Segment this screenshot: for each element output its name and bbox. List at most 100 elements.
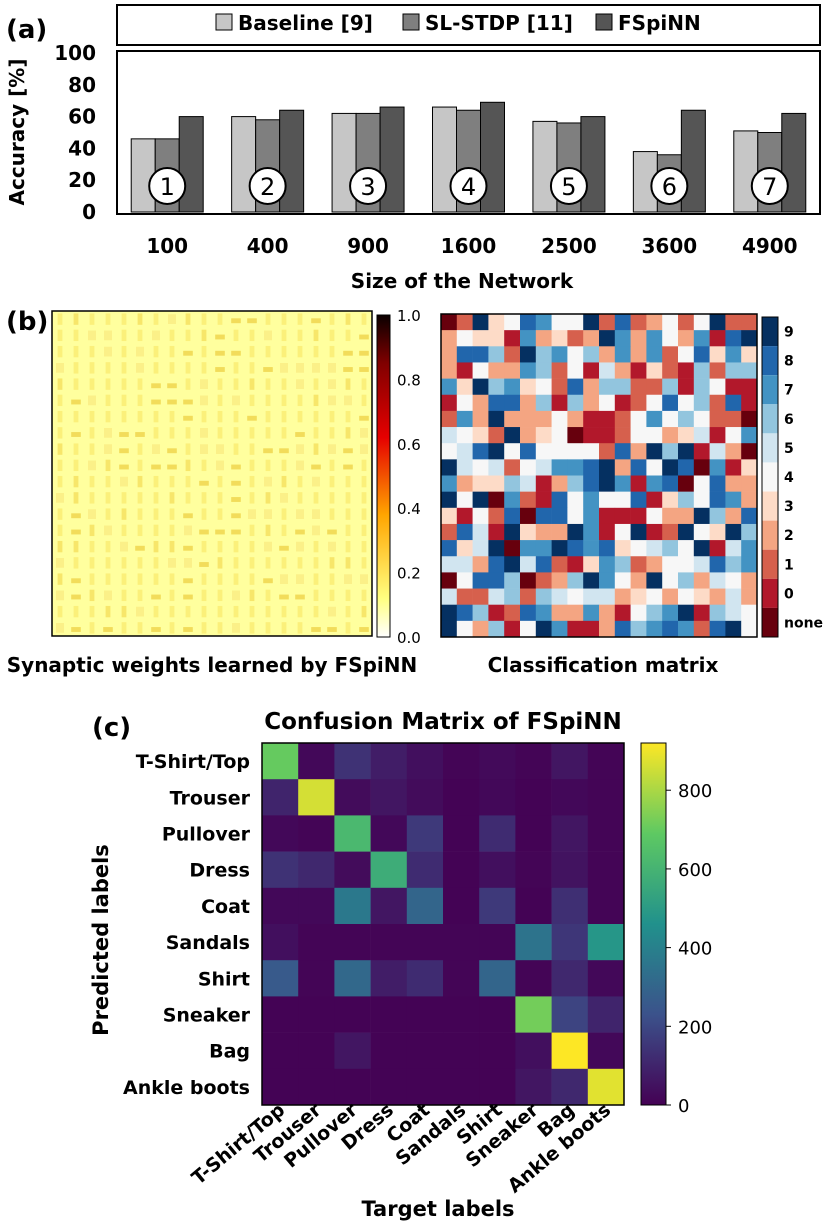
- weight-glyph: [104, 590, 112, 601]
- class-cell: [630, 346, 647, 363]
- weight-glyph: [249, 524, 255, 537]
- class-cell: [662, 443, 679, 460]
- class-cell: [662, 394, 679, 412]
- class-cell: [567, 362, 584, 379]
- weight-glyph: [71, 432, 81, 437]
- group-marker-number: 3: [360, 173, 375, 201]
- group-marker-number: 4: [461, 173, 476, 201]
- class-cell: [725, 491, 742, 509]
- weight-glyph: [312, 525, 320, 536]
- weight-glyph: [169, 573, 175, 585]
- class-cell: [693, 330, 710, 347]
- class-cell: [551, 604, 568, 622]
- confusion-cell: [551, 851, 589, 889]
- weight-glyph: [297, 557, 303, 569]
- weight-glyph: [361, 492, 367, 504]
- weight-glyph: [137, 313, 143, 325]
- weight-glyph: [217, 508, 223, 520]
- weight-glyph: [71, 399, 81, 405]
- weight-glyph: [329, 345, 335, 358]
- weight-glyph: [313, 540, 319, 553]
- weight-glyph: [281, 622, 287, 634]
- weight-glyph: [105, 394, 111, 407]
- class-cell: [678, 540, 695, 557]
- class-cell: [709, 330, 726, 347]
- confusion-cell: [587, 924, 625, 961]
- weight-glyph: [265, 557, 271, 569]
- weight-glyph: [73, 605, 79, 618]
- group-marker-circle: [248, 167, 287, 205]
- weight-glyph: [217, 589, 223, 602]
- class-cell: [693, 491, 710, 509]
- class-cell: [504, 572, 521, 589]
- weight-glyph: [153, 573, 159, 585]
- weight-glyph: [57, 443, 63, 455]
- confusion-cell: [515, 743, 552, 780]
- weight-glyph: [184, 558, 192, 568]
- weight-glyph: [281, 329, 287, 342]
- class-cell: [535, 556, 552, 573]
- weight-glyph: [345, 475, 351, 488]
- weight-glyph: [89, 573, 95, 585]
- class-cell: [646, 410, 663, 428]
- confusion-cell: [370, 815, 408, 852]
- class-cell: [646, 314, 663, 331]
- class-cell: [551, 346, 568, 363]
- class-cell: [741, 459, 758, 476]
- weight-glyph: [217, 540, 223, 553]
- class-cell: [741, 427, 758, 444]
- weight-glyph: [153, 605, 159, 618]
- weight-glyph: [344, 395, 352, 406]
- classification-colorbar-tick-label: 0: [784, 586, 794, 602]
- weight-glyph: [359, 334, 369, 340]
- classification-colorbar-tick-label: 8: [784, 354, 794, 370]
- class-cell: [504, 443, 521, 460]
- weight-glyph: [297, 605, 303, 618]
- weight-glyph: [343, 350, 353, 356]
- weight-glyph: [328, 444, 336, 454]
- weight-glyph: [359, 350, 369, 356]
- bar-x-tick-label: 3600: [642, 234, 698, 258]
- weight-glyph: [121, 492, 127, 504]
- weight-glyph: [249, 362, 255, 374]
- weight-glyph: [168, 558, 176, 568]
- weights-colorbar-tick-label: 0.2: [397, 565, 421, 583]
- weight-glyph: [105, 362, 111, 374]
- confusion-cell: [443, 1032, 480, 1070]
- class-cell: [678, 556, 695, 573]
- weight-glyph: [89, 605, 95, 618]
- confusion-cell: [515, 1032, 552, 1070]
- class-cell: [456, 540, 473, 557]
- class-cell: [551, 410, 568, 428]
- panel-label-c: (c): [92, 713, 131, 743]
- class-cell: [630, 620, 647, 638]
- weight-glyph: [167, 464, 177, 470]
- confusion-cell: [515, 960, 552, 997]
- weight-glyph: [329, 589, 335, 602]
- weight-glyph: [231, 480, 241, 486]
- confusion-cell: [334, 996, 371, 1033]
- classification-colorbar-segment: [762, 520, 778, 550]
- confusion-cell: [262, 887, 299, 925]
- bar-y-tick-label: 20: [68, 168, 96, 192]
- confusion-colorbar-tick-label: 600: [678, 860, 712, 881]
- confusion-cell: [443, 851, 480, 889]
- class-cell: [693, 410, 710, 428]
- class-cell: [725, 394, 742, 412]
- class-cell: [583, 459, 600, 476]
- class-cell: [614, 330, 631, 347]
- synaptic-weights-heatmap: 0.0 0.2 0.4 0.6 0.8 1.0 Synaptic weights lear…: [7, 307, 421, 677]
- class-cell: [504, 491, 521, 509]
- weight-glyph: [169, 508, 175, 520]
- weight-glyph: [121, 410, 127, 423]
- weight-glyph: [183, 350, 193, 356]
- class-cell: [567, 459, 584, 476]
- weight-glyph: [73, 443, 79, 455]
- class-cell: [741, 410, 758, 428]
- weight-glyph: [185, 427, 191, 439]
- weight-glyph: [167, 383, 177, 389]
- weight-glyph: [328, 606, 336, 617]
- class-cell: [630, 410, 647, 428]
- bar-y-tick-label: 60: [68, 105, 96, 129]
- class-cell: [614, 394, 631, 412]
